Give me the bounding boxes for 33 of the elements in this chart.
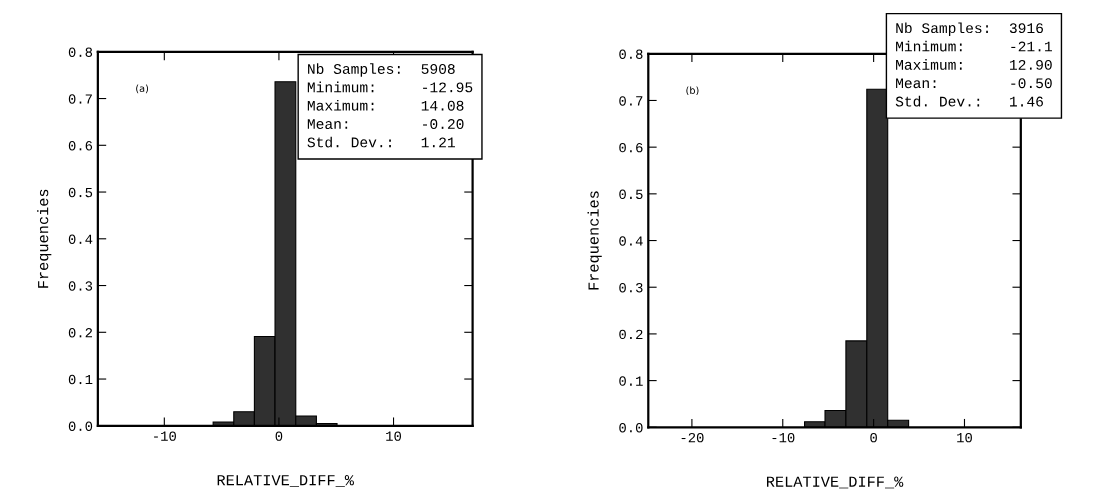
y-tick-label: 0.8	[619, 49, 643, 59]
y-axis-title: Frequencies	[587, 191, 602, 290]
y-tick-label: 0.4	[68, 234, 93, 244]
x-tick-label: 10	[957, 432, 972, 443]
y-tick-label: 0.7	[68, 94, 92, 104]
x-axis-title: RELATIVE_DIFF_%	[217, 475, 354, 487]
y-tick-label: 0.2	[68, 328, 93, 338]
y-tick-label: 0.8	[68, 47, 93, 57]
y-tick-label: 0.3	[619, 282, 643, 293]
annotation: (b)	[686, 86, 699, 96]
annotation: Nb Samples: 5908 Minimum: -12.95 Maximum: 14.08 Mean: -0.20 Std. Dev.: 1.21	[307, 63, 473, 148]
y-tick-label: 0.7	[619, 96, 643, 106]
y-tick-label: 0.4	[619, 236, 643, 246]
x-tick-label: -20	[681, 432, 704, 443]
y-tick-label: 0.5	[619, 189, 643, 200]
y-tick-label: 0.0	[68, 421, 93, 431]
y-tick-label: 0.0	[619, 423, 643, 433]
y-tick-label: 0.5	[68, 187, 93, 198]
annotation: (a)	[136, 84, 149, 94]
x-tick-label: -10	[154, 431, 176, 441]
x-tick-label: 0	[275, 431, 283, 441]
y-tick-label: 0.6	[619, 142, 643, 153]
y-tick-label: 0.1	[68, 374, 93, 385]
y-tick-label: 0.6	[68, 141, 93, 151]
y-tick-label: 0.1	[619, 376, 643, 386]
x-tick-label: 0	[870, 432, 877, 443]
x-tick-label: -10	[772, 432, 795, 443]
y-tick-label: 0.2	[619, 329, 643, 340]
y-tick-label: 0.3	[68, 281, 93, 291]
y-axis-title: Frequencies	[37, 189, 52, 288]
x-tick-label: 10	[386, 431, 402, 441]
annotation: Nb Samples: 3916 Minimum: -21.1 Maximum: 12.90 Mean: -0.50 Std. Dev.: 1.46	[895, 22, 1052, 107]
x-axis-title: RELATIVE_DIFF_%	[767, 476, 904, 489]
